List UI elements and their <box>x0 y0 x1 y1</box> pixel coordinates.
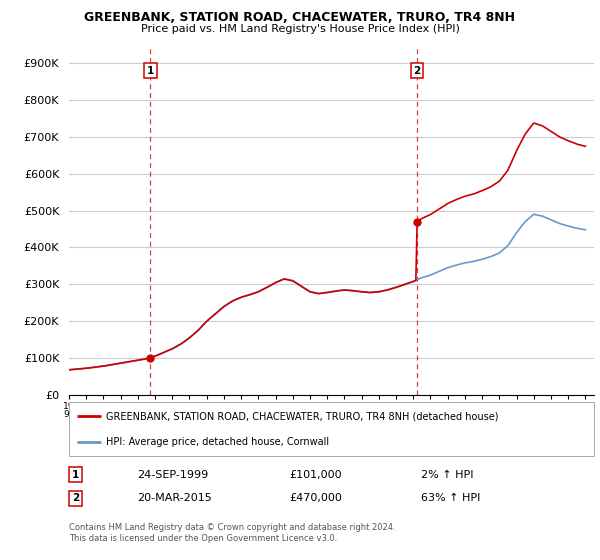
Text: GREENBANK, STATION ROAD, CHACEWATER, TRURO, TR4 8NH: GREENBANK, STATION ROAD, CHACEWATER, TRU… <box>85 11 515 24</box>
Text: Price paid vs. HM Land Registry's House Price Index (HPI): Price paid vs. HM Land Registry's House … <box>140 24 460 34</box>
Text: 1: 1 <box>147 66 154 76</box>
Text: 20-MAR-2015: 20-MAR-2015 <box>137 493 212 503</box>
Text: Contains HM Land Registry data © Crown copyright and database right 2024.
This d: Contains HM Land Registry data © Crown c… <box>69 523 395 543</box>
Text: GREENBANK, STATION ROAD, CHACEWATER, TRURO, TR4 8NH (detached house): GREENBANK, STATION ROAD, CHACEWATER, TRU… <box>106 412 498 421</box>
Text: 1: 1 <box>71 470 79 480</box>
Text: 2% ↑ HPI: 2% ↑ HPI <box>421 470 473 480</box>
Text: 63% ↑ HPI: 63% ↑ HPI <box>421 493 480 503</box>
Text: £101,000: £101,000 <box>290 470 342 480</box>
Text: 2: 2 <box>71 493 79 503</box>
Text: 2: 2 <box>413 66 421 76</box>
Text: HPI: Average price, detached house, Cornwall: HPI: Average price, detached house, Corn… <box>106 437 329 446</box>
Text: £470,000: £470,000 <box>290 493 343 503</box>
Text: 24-SEP-1999: 24-SEP-1999 <box>137 470 209 480</box>
